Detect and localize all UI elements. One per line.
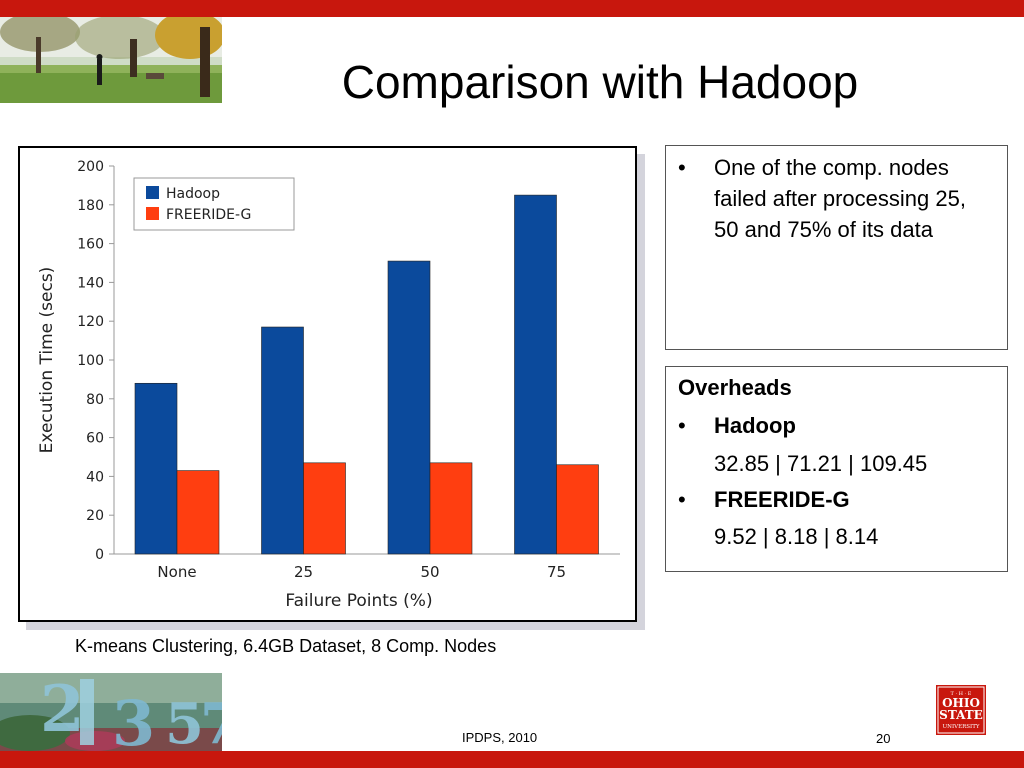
top-accent-bar <box>0 0 1024 17</box>
svg-text:3: 3 <box>112 687 155 751</box>
notes-bullet-text: One of the comp. nodes failed after proc… <box>714 155 966 242</box>
overheads-title: Overheads <box>678 375 792 400</box>
page-number: 20 <box>876 731 891 746</box>
bar-freeride-g-none <box>176 470 220 555</box>
overhead-item-hadoop: • Hadoop <box>678 411 796 441</box>
overhead-values-hadoop: 32.85 | 71.21 | 109.45 <box>714 451 928 476</box>
x-category-labels: None 25 50 75 <box>157 563 566 581</box>
bar-hadoop-none <box>134 382 178 555</box>
campus-park-photo <box>0 17 222 103</box>
x-axis-label: Failure Points (%) <box>285 591 432 611</box>
overhead-name-hadoop: Hadoop <box>714 413 796 438</box>
chart-frame: 0 20 40 60 80 100 120 140 160 180 200 None 25 50 75 F… <box>18 146 637 622</box>
bar-chart: 0 20 40 60 80 100 120 140 160 180 200 None 25 50 75 F… <box>37 159 620 611</box>
legend-swatch-freeride-g <box>146 207 159 220</box>
chart-bars <box>134 194 599 555</box>
bar-hadoop-75 <box>514 194 557 555</box>
campus-numbers-sculpture-photo: 2 3 5 7 <box>0 673 222 751</box>
legend-swatch-hadoop <box>146 186 159 199</box>
y-tick-label: 60 <box>86 431 104 447</box>
svg-text:2: 2 <box>40 673 85 747</box>
bar-hadoop-50 <box>387 260 431 555</box>
chart-legend: Hadoop FREERIDE-G <box>133 177 295 231</box>
y-tick-label: 140 <box>77 275 104 291</box>
bar-hadoop-25 <box>261 326 304 555</box>
bottom-accent-bar <box>0 751 1024 768</box>
x-category-label: None <box>157 563 196 581</box>
chart-caption: K-means Clustering, 6.4GB Dataset, 8 Com… <box>75 636 497 656</box>
y-tick-label: 40 <box>86 469 104 485</box>
bar-freeride-g-50 <box>429 462 473 555</box>
slide-title: Comparison with Hadoop <box>341 56 859 108</box>
overhead-values-freeride-g: 9.52 | 8.18 | 8.14 <box>714 524 879 549</box>
notes-box: • One of the comp. nodes failed after pr… <box>665 145 1008 350</box>
legend-border <box>133 177 295 231</box>
logo-text-the: T · H · E <box>951 691 972 697</box>
x-category-label: 75 <box>547 563 566 581</box>
logo-text-university: UNIVERSITY <box>943 724 980 730</box>
svg-text:5: 5 <box>165 691 204 751</box>
overhead-name-freeride-g: FREERIDE-G <box>714 487 850 512</box>
bullet-marker: • <box>678 487 686 512</box>
legend-label-freeride-g: FREERIDE-G <box>166 207 251 223</box>
y-tick-label: 80 <box>86 392 104 408</box>
overheads-box: Overheads • Hadoop 32.85 | 71.21 | 109.4… <box>665 366 1008 572</box>
logo-text-ohio: OHIO <box>942 696 980 710</box>
x-category-label: 25 <box>294 563 313 581</box>
bullet-marker: • <box>678 155 686 180</box>
y-axis-label: Execution Time (secs) <box>37 267 57 454</box>
bullet-marker: • <box>678 413 686 438</box>
footer-text: IPDPS, 2010 <box>462 730 538 745</box>
y-tick-label: 20 <box>86 508 104 524</box>
y-tick-label: 160 <box>77 237 104 253</box>
bar-freeride-g-75 <box>556 464 599 555</box>
overhead-item-freeride-g: • FREERIDE-G <box>678 485 850 515</box>
svg-text:7: 7 <box>200 691 222 751</box>
logo-text-state: STATE <box>939 708 983 722</box>
notes-bullet-item: • One of the comp. nodes failed after pr… <box>678 152 998 245</box>
bar-freeride-g-25 <box>303 462 346 555</box>
x-category-label: 50 <box>420 563 439 581</box>
y-tick-labels: 0 20 40 60 80 100 120 140 160 180 200 <box>77 159 114 563</box>
legend-label-hadoop: Hadoop <box>166 186 220 202</box>
y-tick-label: 180 <box>77 198 104 214</box>
y-tick-label: 200 <box>77 159 104 175</box>
ohio-state-university-logo: T · H · E OHIO STATE UNIVERSITY <box>936 685 986 735</box>
y-tick-label: 100 <box>77 353 104 369</box>
y-tick-label: 0 <box>95 547 104 563</box>
y-tick-label: 120 <box>77 314 104 330</box>
